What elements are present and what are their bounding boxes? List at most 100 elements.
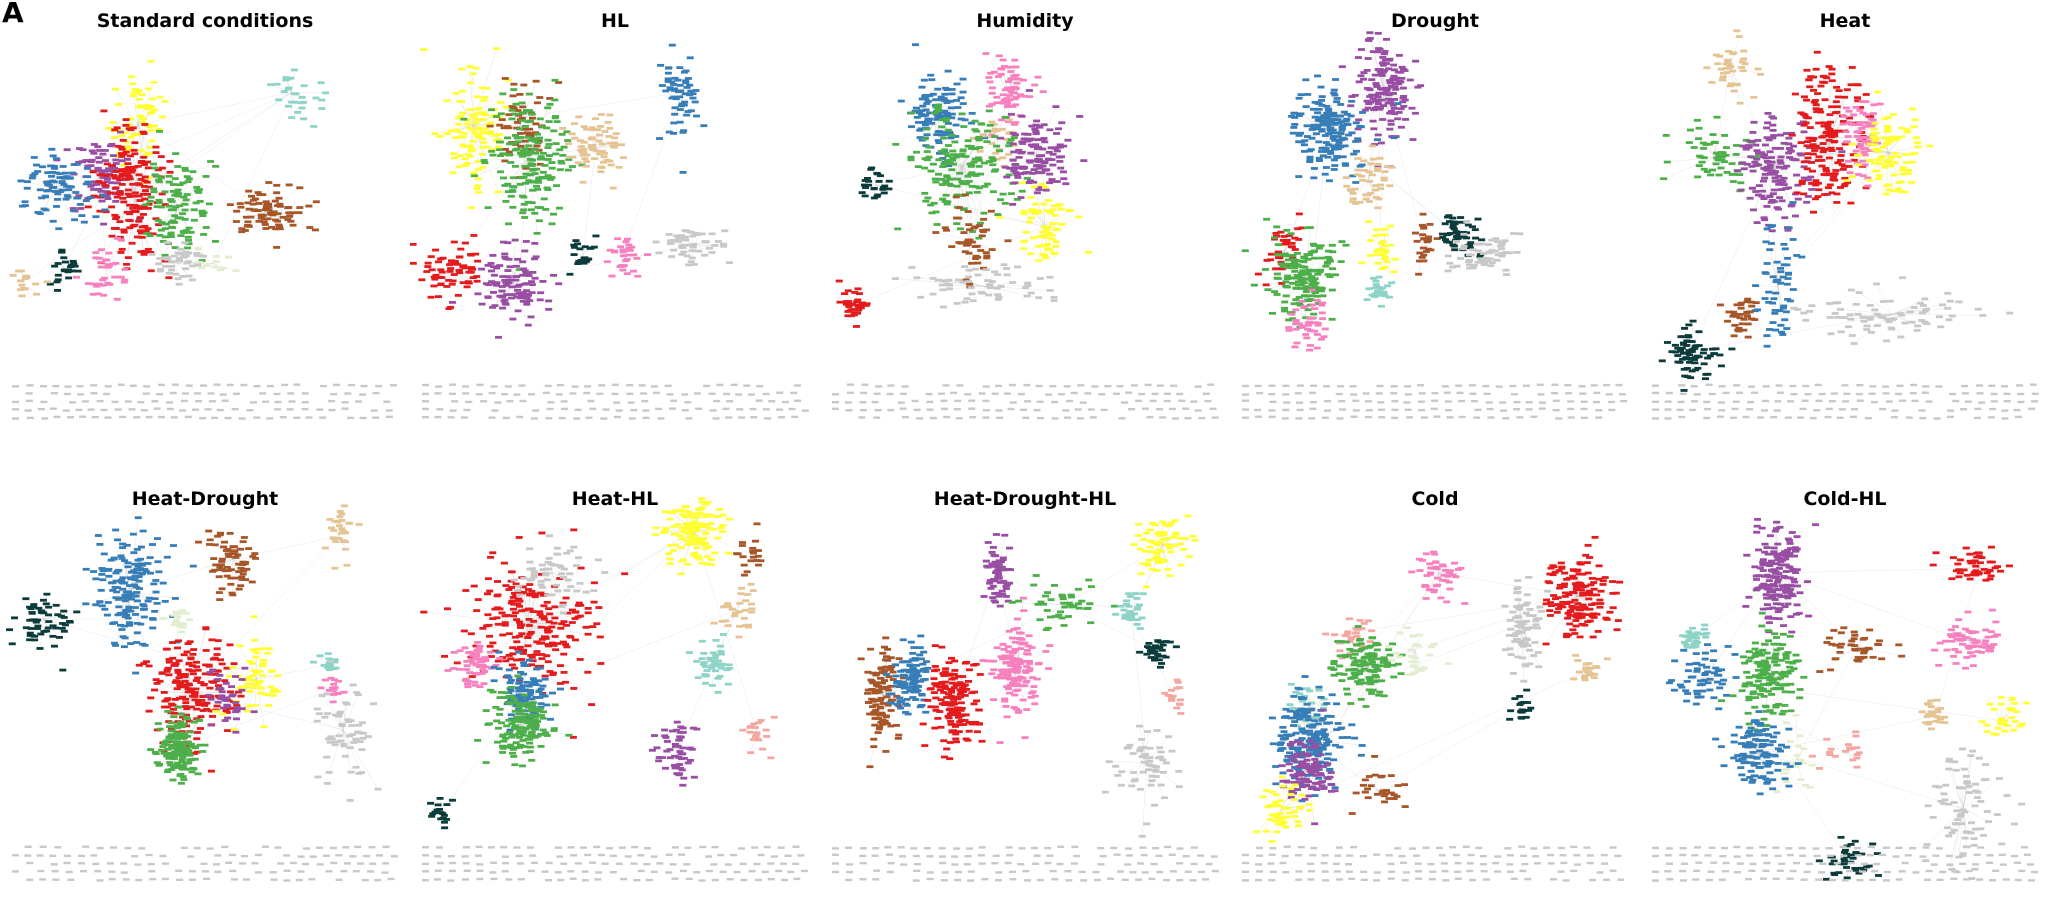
- node: [424, 265, 431, 268]
- node: [485, 206, 492, 209]
- node: [519, 195, 526, 198]
- node: [894, 227, 901, 230]
- node: [1009, 203, 1016, 206]
- node: [1426, 223, 1433, 226]
- node: [855, 287, 862, 290]
- node: [1451, 227, 1458, 230]
- node: [479, 146, 486, 149]
- node: [532, 122, 539, 125]
- node: [553, 142, 560, 145]
- node: [49, 186, 56, 189]
- node: [12, 417, 19, 419]
- edge: [1045, 187, 1046, 226]
- node: [657, 64, 664, 67]
- node: [342, 407, 349, 409]
- node: [913, 107, 920, 110]
- node: [941, 97, 948, 100]
- node: [128, 136, 135, 139]
- node: [114, 237, 121, 240]
- node: [196, 188, 203, 191]
- node: [1055, 146, 1062, 149]
- node: [960, 148, 967, 151]
- node: [489, 154, 496, 157]
- node: [1282, 285, 1289, 288]
- node: [1581, 417, 1588, 419]
- node: [75, 409, 82, 411]
- node: [474, 108, 481, 111]
- edge: [513, 245, 694, 282]
- node: [924, 197, 931, 200]
- node: [1378, 142, 1385, 145]
- node: [998, 118, 1005, 121]
- node: [52, 385, 59, 387]
- node: [540, 152, 547, 155]
- node: [73, 197, 80, 200]
- node: [531, 212, 538, 215]
- node: [1523, 385, 1530, 387]
- node: [152, 146, 159, 149]
- node: [455, 294, 462, 297]
- node: [619, 269, 626, 272]
- node: [147, 60, 154, 63]
- node: [1620, 400, 1627, 402]
- node: [330, 393, 337, 395]
- node: [516, 284, 523, 287]
- node: [1012, 103, 1019, 106]
- node: [945, 129, 952, 132]
- node: [1052, 105, 1059, 108]
- node: [962, 241, 969, 244]
- node: [296, 206, 303, 209]
- node: [534, 145, 541, 148]
- node: [1296, 213, 1303, 216]
- node: [666, 393, 673, 395]
- node: [1007, 77, 1014, 80]
- node: [510, 142, 517, 145]
- node: [534, 101, 541, 104]
- node: [33, 293, 40, 296]
- node: [922, 123, 929, 126]
- node: [488, 270, 495, 273]
- node: [1443, 233, 1450, 236]
- node: [506, 154, 513, 157]
- node: [939, 288, 946, 291]
- node: [922, 200, 929, 203]
- node: [514, 148, 521, 151]
- node: [191, 208, 198, 211]
- node: [39, 165, 46, 168]
- node: [1033, 138, 1040, 141]
- node: [944, 114, 951, 117]
- node: [54, 280, 61, 283]
- node: [1386, 184, 1393, 187]
- node: [950, 153, 957, 156]
- node: [245, 190, 252, 193]
- panel-title: HL: [410, 10, 820, 32]
- node: [1445, 255, 1452, 258]
- node: [185, 416, 192, 418]
- node: [137, 401, 144, 403]
- node: [1513, 408, 1520, 410]
- node: [1310, 401, 1317, 403]
- node: [491, 274, 498, 277]
- node: [451, 152, 458, 155]
- node: [1608, 401, 1615, 403]
- node: [933, 211, 940, 214]
- network-panel: Drought: [1230, 0, 1640, 462]
- node: [876, 180, 883, 183]
- node: [1369, 173, 1376, 176]
- node: [1018, 115, 1025, 118]
- node: [534, 137, 541, 140]
- node: [299, 107, 306, 110]
- node: [1366, 180, 1373, 183]
- node: [499, 118, 506, 121]
- node: [139, 121, 146, 124]
- node: [939, 134, 946, 137]
- node: [947, 184, 954, 187]
- node: [545, 139, 552, 142]
- node: [102, 159, 109, 162]
- node: [1056, 160, 1063, 163]
- node: [992, 152, 999, 155]
- node: [1021, 133, 1028, 136]
- node: [583, 154, 590, 157]
- node: [54, 192, 61, 195]
- node: [1282, 253, 1289, 256]
